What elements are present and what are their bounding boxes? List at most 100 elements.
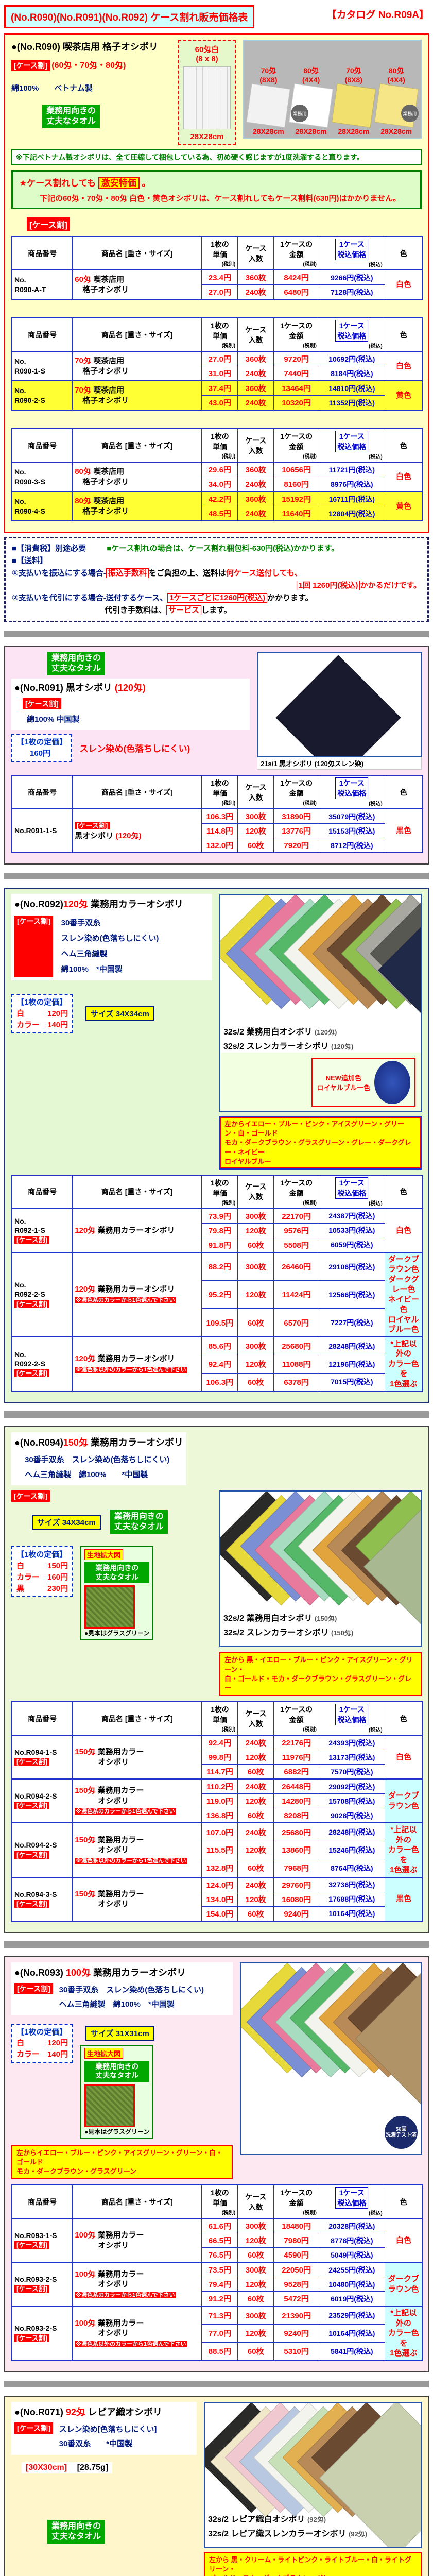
unit-price-cell: 27.0円 (201, 284, 238, 300)
table-row: No.R094-1-S [ケース割] 150匁 業務用カラー オシボリ 92.4円 24… (11, 1735, 423, 1780)
case-split-chip: [ケース割] (11, 60, 50, 71)
r094-photo: 洗濯50 検針済 32s/2 業務用白オシボリ (150匁) 32s/2 スレン… (219, 1490, 422, 1648)
tax-included-price-cell: 6059円(税込) (318, 1237, 385, 1253)
tax-included-price-cell: 7128円(税込) (318, 284, 385, 300)
col-unit-price: 1枚の 単価 (税別) (201, 2184, 238, 2219)
table-row: 77.0円 120枚 9240円 10164円(税込) (12, 2324, 423, 2343)
r071-caption2: 32s/2 レピア織スレンカラーオシボリ (208, 2529, 347, 2538)
unit-price-cell: 88.2円 (201, 1251, 238, 1281)
table-row: No. R090-A-T 60匁 喫茶店用 格子オシボリ 23.4円 360枚 8424円… (11, 269, 423, 300)
price-table: 商品番号 商品名 [重さ・サイズ] 1枚の 単価 (税別) ケース 入数 1ケースの 金額… (11, 1174, 423, 1392)
r094-caption1-weight: (150匁) (314, 1615, 337, 1623)
case-amount-cell: 7968円 (273, 1858, 320, 1878)
fabric-swatch-image (84, 1585, 135, 1629)
price-table: 商品番号 商品名 [重さ・サイズ] 1枚の 単価 (税別) ケース 入数 1ケースの 金額… (11, 1701, 423, 1922)
case-quantity-cell: 240枚 (237, 1822, 274, 1842)
unit-price-cell: 115.5円 (201, 1841, 238, 1859)
color-towel-fan-image (205, 2402, 421, 2547)
case-quantity-cell: 60枚 (237, 2342, 274, 2361)
case-amount-cell: 16080円 (273, 1891, 320, 1907)
case-split-chip: [ケース割] (14, 1982, 53, 1994)
tax-included-price-cell: 10164円(税込) (319, 2324, 385, 2343)
case-amount-cell: 22176円 (273, 1735, 320, 1751)
table-row: No.R094-2-S [ケース割] 150匁 業務用カラー オシボリ ※濃色系以外の… (11, 1822, 423, 1878)
case-quantity-cell: 60枚 (237, 1858, 274, 1878)
unit-price-cell: 43.0円 (201, 395, 238, 411)
tax-included-price-cell: 24255円(税込) (319, 2262, 385, 2278)
tax-included-price-cell: 7015円(税込) (318, 1372, 385, 1392)
price-table: 商品番号 商品名 [重さ・サイズ] 1枚の 単価 (税別) ケース 入数 1ケースの 金額… (11, 428, 423, 521)
section-r093: ●(No.R093) 100匁 業務用カラーオシボリ [ケース割] 30番手双糸… (4, 1956, 429, 2372)
product-number-cell: No. R092-2-S [ケース割] (11, 1336, 73, 1392)
case-amount-cell: 22170円 (273, 1208, 319, 1224)
r090-promo-box: ★ケース割れしても 激安特価 。 下記の60匁・70匁・80匁 白色・黄色オシボ… (11, 170, 422, 209)
notes-ship: ■【送料】 (12, 556, 48, 565)
case-quantity-cell: 300枚 (237, 1208, 274, 1224)
col-color: 色 (384, 236, 423, 270)
notes-s1d: 何ケース送付しても、 (226, 569, 302, 578)
table-row: 91.8円 60枚 5508円 6059円(税込) (12, 1237, 423, 1253)
case-amount-cell: 9240円 (273, 2324, 320, 2343)
r094-caption2-weight: (150匁) (331, 1629, 354, 1637)
product-number-cell: No. R090-1-S (11, 351, 73, 381)
r094-spec2: ヘム三角縫製 綿100% *中国製 (25, 1470, 148, 1479)
list-price-value: 160円 (30, 749, 51, 758)
r090-photo-size: 28X28cm (338, 127, 370, 135)
list-price-black: 黒 230円 (16, 1584, 68, 1593)
col-product-name: 商品名 [重さ・サイズ] (72, 2184, 202, 2219)
list-price-color: カラー 140円 (16, 1020, 68, 1029)
tax-included-price-cell: 10480円(税込) (319, 2277, 385, 2292)
product-number-cell: No.R094-2-S [ケース割] (11, 1822, 73, 1878)
tax-included-price-cell: 29092円(税込) (319, 1778, 385, 1794)
fabric-zoom-box: 生地拡大図 業務用向きの 丈夫なタオル ●見本はグラスグリーン (80, 1546, 154, 1641)
unit-price-cell: 114.7円 (201, 1764, 238, 1780)
r071-intro: ●(No.R071) 92匁 レピア織オシボリ [ケース割] スレン染め[色落ち… (11, 2401, 197, 2544)
r091-photo-caption: 21s/1 黒オシボリ (120匁スレン染) (257, 757, 422, 770)
product-number-cell: No.R091-1-S (11, 808, 73, 853)
case-quantity-cell: 60枚 (237, 838, 274, 853)
color-cell: 黒色 (384, 1876, 423, 1922)
r094-size-box: サイズ 34X34cm (32, 1514, 101, 1530)
product-number-cell: No. R090-4-S (11, 491, 73, 521)
col-case-amount: 1ケースの 金額 (税別) (273, 1175, 319, 1209)
case-quantity-cell: 60枚 (237, 2247, 274, 2263)
unit-price-cell: 91.8円 (201, 1237, 238, 1253)
unit-price-cell: 31.0円 (201, 366, 238, 381)
r090-title: ●(No.R090) 喫茶店用 格子オシボリ (11, 42, 158, 52)
r093-price-table: 商品番号 商品名 [重さ・サイズ] 1枚の 単価 (税別) ケース 入数 1ケースの 金額… (11, 2184, 423, 2361)
tax-included-price-cell: 35079円(税込) (319, 808, 385, 824)
r071-spec1: スレン染め[色落ちしにくい] (59, 2425, 157, 2434)
r093-spec1: 30番手双糸 スレン染め(色落ちしにくい) (59, 1985, 204, 1994)
col-product-number: 商品番号 (11, 428, 73, 463)
product-number-cell: No.R094-1-S [ケース割] (11, 1735, 73, 1780)
section-r071: ●(No.R071) 92匁 レピア織オシボリ [ケース割] スレン染め[色落ち… (4, 2395, 429, 2576)
gyomuyo-badge: 業務用 (401, 105, 419, 122)
notes-s2b: 1ケースごとに1260円(税込) (167, 593, 268, 603)
durable-towel-label: 業務用向きの 丈夫なタオル (47, 652, 106, 675)
r090-photo-label: 70匁 (8X8) (259, 66, 278, 84)
col-unit-price: 1枚の 単価 (税別) (201, 775, 238, 809)
wash-test-badge: 50回 洗濯テスト済 (385, 2115, 418, 2149)
r091-title: ●(No.R091) 黒オシボリ (14, 683, 112, 693)
case-amount-cell: 25680円 (273, 1822, 320, 1842)
color-cell: 白色 (384, 1208, 423, 1253)
r090-price-table-3: 商品番号 商品名 [重さ・サイズ] 1枚の 単価 (税別) ケース 入数 1ケースの 金額… (11, 428, 423, 521)
unit-price-cell: 92.4円 (201, 1354, 238, 1374)
case-quantity-cell: 120枚 (237, 2277, 274, 2292)
product-name-cell: 80匁 喫茶店用 格子オシボリ (72, 462, 202, 492)
fabric-zoom-label: 生地拡大図 (84, 2047, 124, 2059)
col-case-amount: 1ケースの 金額 (税別) (273, 236, 319, 270)
list-price-label: 【1枚の定価】 (16, 1550, 67, 1560)
unit-price-cell: 79.4円 (201, 2277, 238, 2292)
table-row: No. R090-4-S 80匁 喫茶店用 格子オシボリ 42.2円 360枚 15192… (11, 491, 423, 521)
tax-included-price-cell: 15153円(税込) (319, 823, 385, 838)
r092-spec1: 30番手双糸 (61, 919, 101, 927)
tax-included-price-cell: 24387円(税込) (318, 1208, 385, 1224)
fabric-swatch-image (84, 2083, 135, 2127)
col-case-quantity: ケース 入数 (237, 317, 274, 352)
tax-included-price-cell: 7227円(税込) (318, 1308, 385, 1337)
promo-line1: ★ケース割れしても (19, 178, 96, 188)
table-header-row: 商品番号 商品名 [重さ・サイズ] 1枚の 単価 (税別) ケース 入数 1ケースの 金額… (11, 2184, 423, 2219)
r090-photo-cell: 80匁 (4X4) 28X28cm (374, 65, 419, 135)
case-quantity-cell: 300枚 (237, 808, 274, 824)
